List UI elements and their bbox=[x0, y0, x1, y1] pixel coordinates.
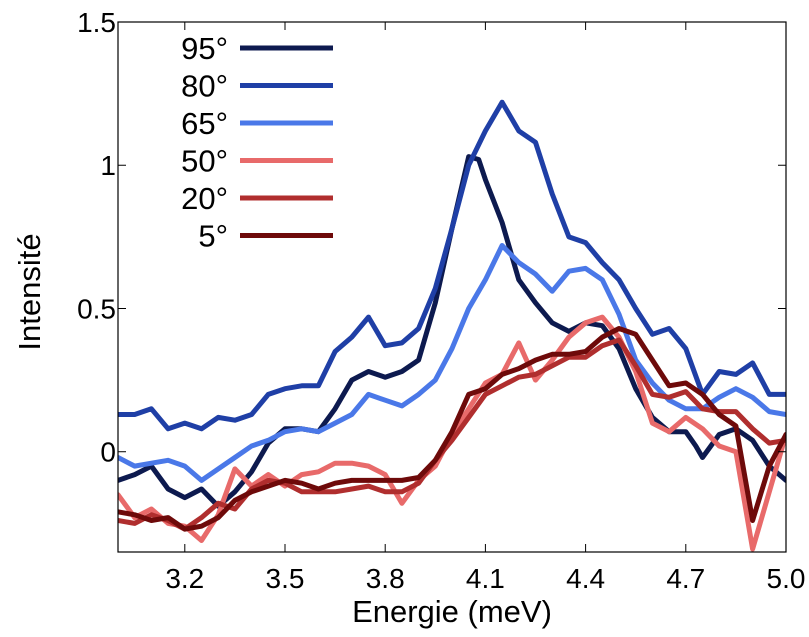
x-tick-label: 4.4 bbox=[566, 563, 605, 594]
legend-label: 65° bbox=[181, 106, 228, 141]
series-line-2 bbox=[118, 246, 786, 481]
y-tick-label: 0.5 bbox=[77, 293, 116, 324]
x-tick-label: 3.8 bbox=[366, 563, 405, 594]
legend-item: 5° bbox=[198, 219, 333, 254]
x-axis-ticks: 3.2 3.5 3.8 4.1 4.4 4.7 5.0 bbox=[165, 22, 805, 594]
x-tick-label: 4.1 bbox=[466, 563, 505, 594]
legend-item: 50° bbox=[181, 144, 333, 179]
x-axis-label: Energie (meV) bbox=[352, 594, 552, 629]
legend-item: 80° bbox=[181, 69, 333, 104]
x-tick-label: 3.2 bbox=[165, 563, 204, 594]
legend-label: 50° bbox=[181, 144, 228, 179]
legend-label: 20° bbox=[181, 181, 228, 216]
series-line-5 bbox=[118, 329, 786, 530]
legend: 95°80°65°50°20°5° bbox=[181, 31, 333, 254]
legend-label: 80° bbox=[181, 69, 228, 104]
legend-label: 5° bbox=[198, 219, 228, 254]
x-tick-label: 4.7 bbox=[666, 563, 705, 594]
x-tick-label: 3.5 bbox=[266, 563, 305, 594]
legend-label: 95° bbox=[181, 31, 228, 66]
legend-item: 95° bbox=[181, 31, 333, 66]
x-tick-label: 5.0 bbox=[767, 563, 806, 594]
legend-item: 20° bbox=[181, 181, 333, 216]
legend-item: 65° bbox=[181, 106, 333, 141]
y-tick-label: 1 bbox=[100, 150, 116, 181]
y-tick-label: 1.5 bbox=[77, 7, 116, 38]
y-axis-label: Intensité bbox=[12, 233, 47, 350]
y-tick-label: 0 bbox=[100, 437, 116, 468]
